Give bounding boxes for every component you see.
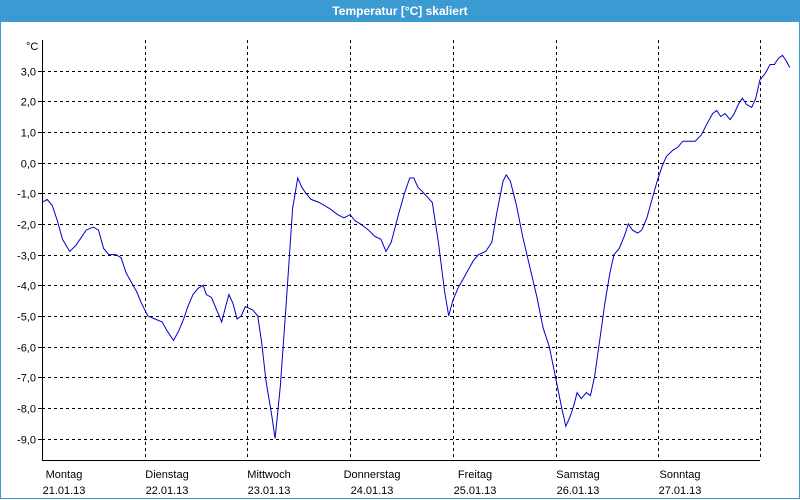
y-axis-tick-labels: 3,0 2,0 1,0 0,0 -1,0 -2,0 -3,0 -4,0 -5,0 -6,0 -7,0… bbox=[17, 67, 36, 447]
chart-title: Temperatur [°C] skaliert bbox=[0, 0, 800, 22]
x-tick-day-name: Mittwoch bbox=[247, 469, 290, 481]
x-tick-date: 25.01.13 bbox=[454, 485, 497, 497]
x-tick-date: 27.01.13 bbox=[659, 485, 702, 497]
x-axis-tick-labels: Montag 21.01.13 Dienstag 22.01.13 Mittwoch 23… bbox=[43, 469, 702, 497]
y-tick-label: 3,0 bbox=[21, 67, 36, 79]
y-tick-label: 0,0 bbox=[21, 159, 36, 171]
x-tick-date: 24.01.13 bbox=[351, 485, 394, 497]
x-tick-day-name: Samstag bbox=[556, 469, 599, 481]
x-tick-day-name: Sonntag bbox=[660, 469, 701, 481]
y-tick-label: -5,0 bbox=[17, 312, 36, 324]
y-tick-label: -1,0 bbox=[17, 189, 36, 201]
y-tick-label: -4,0 bbox=[17, 281, 36, 293]
x-tick-day-name: Dienstag bbox=[145, 469, 188, 481]
x-tick-date: 26.01.13 bbox=[557, 485, 600, 497]
x-tick-date: 23.01.13 bbox=[248, 485, 291, 497]
x-tick-day-name: Donnerstag bbox=[344, 469, 401, 481]
y-tick-label: -8,0 bbox=[17, 404, 36, 416]
x-tick-date: 21.01.13 bbox=[43, 485, 86, 497]
y-axis-unit: °C bbox=[26, 41, 38, 53]
y-tick-label: -2,0 bbox=[17, 220, 36, 232]
y-tick-label: 1,0 bbox=[21, 128, 36, 140]
grid bbox=[42, 40, 760, 460]
axes bbox=[38, 40, 761, 461]
x-tick-date: 22.01.13 bbox=[146, 485, 189, 497]
y-tick-label: -7,0 bbox=[17, 373, 36, 385]
x-tick-day-name: Montag bbox=[46, 469, 83, 481]
y-tick-label: -6,0 bbox=[17, 343, 36, 355]
y-tick-label: 2,0 bbox=[21, 97, 36, 109]
x-tick-day-name: Freitag bbox=[458, 469, 492, 481]
y-tick-label: -9,0 bbox=[17, 435, 36, 447]
y-tick-label: -3,0 bbox=[17, 251, 36, 263]
temperature-line bbox=[41, 54, 791, 439]
